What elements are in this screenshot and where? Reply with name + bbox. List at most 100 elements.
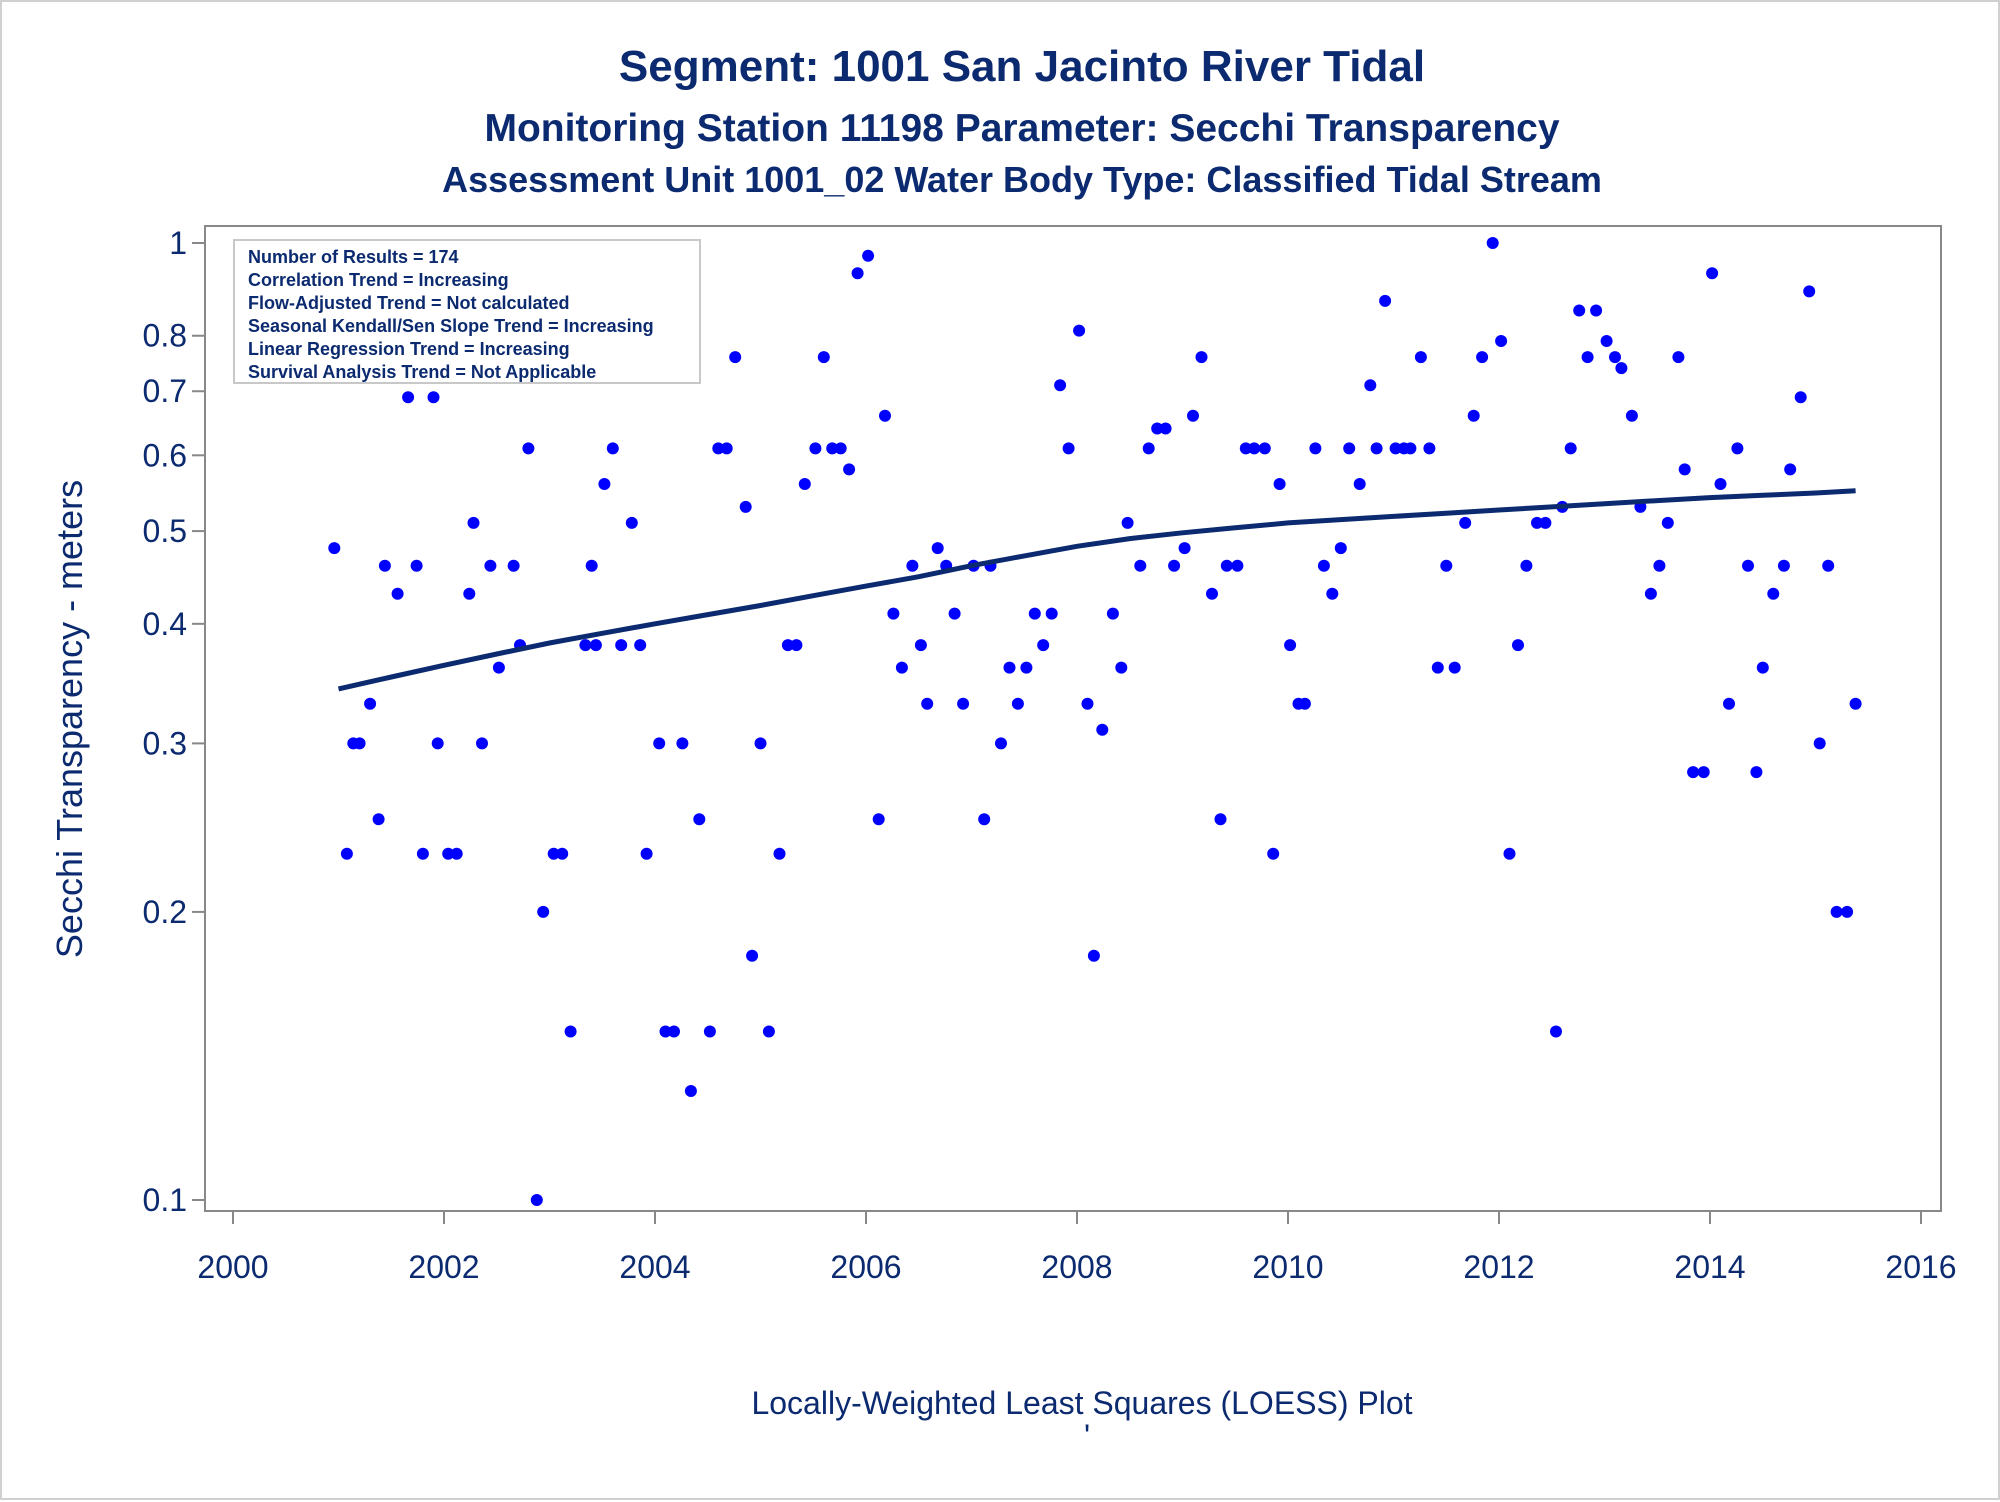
loess-curve xyxy=(337,488,1856,692)
x-tick-label: 2004 xyxy=(619,1249,690,1285)
data-point xyxy=(585,559,598,572)
data-point xyxy=(1037,639,1050,652)
data-point xyxy=(1187,409,1199,422)
data-point xyxy=(1142,442,1155,455)
data-point xyxy=(1045,607,1058,620)
data-point xyxy=(1731,442,1744,455)
data-point xyxy=(826,442,839,455)
data-point xyxy=(328,542,341,555)
data-point xyxy=(1822,559,1835,572)
data-point xyxy=(1503,847,1516,860)
data-point xyxy=(492,661,505,674)
data-point xyxy=(340,847,353,860)
data-point xyxy=(957,697,970,710)
y-tick-label: 0.3 xyxy=(143,725,187,761)
data-point xyxy=(1054,379,1067,392)
data-point xyxy=(790,639,803,652)
data-point xyxy=(1423,442,1436,455)
data-point xyxy=(391,587,404,600)
info-box-line: Number of Results = 174 xyxy=(248,247,459,267)
info-box-line: Correlation Trend = Increasing xyxy=(248,270,509,290)
data-point xyxy=(1267,847,1280,860)
data-point xyxy=(1151,422,1164,435)
data-point xyxy=(1539,516,1552,529)
x-tick-label: 2006 xyxy=(830,1249,901,1285)
data-point xyxy=(1414,351,1427,364)
x-tick-label: 2010 xyxy=(1252,1249,1323,1285)
data-point xyxy=(431,737,444,750)
x-axis-label: Locally-Weighted Least Squares (LOESS) P… xyxy=(751,1385,1412,1421)
y-axis: 0.1 0.2 0.3 0.4 0.5 0.6 0.7 0.8 1 xyxy=(143,225,205,1218)
data-point xyxy=(1273,478,1286,490)
data-point xyxy=(1706,267,1719,280)
data-point xyxy=(507,559,520,572)
info-box xyxy=(233,239,701,384)
data-point xyxy=(410,559,423,572)
data-point xyxy=(589,639,602,652)
data-point xyxy=(1813,737,1826,750)
data-point xyxy=(1370,442,1383,455)
data-point xyxy=(798,478,811,490)
info-box-lines: Number of Results = 174 Correlation Trend… xyxy=(248,247,654,382)
data-point xyxy=(862,249,875,262)
x-axis: 2000 2002 2004 2006 2008 2010 2012 2014 2016 xyxy=(197,1211,1957,1285)
data-point xyxy=(1011,697,1024,710)
data-point xyxy=(1697,766,1710,779)
data-point xyxy=(653,737,666,750)
data-point xyxy=(921,697,934,710)
data-point xyxy=(1379,294,1392,307)
data-point xyxy=(995,737,1007,750)
data-point xyxy=(1087,949,1100,962)
data-point xyxy=(684,1085,697,1097)
data-point xyxy=(467,516,480,529)
x-tick-label: 2000 xyxy=(197,1249,268,1285)
y-tick-label: 0.1 xyxy=(143,1182,187,1218)
data-point xyxy=(762,1025,775,1038)
data-point xyxy=(1231,559,1244,572)
chart-title: Segment: 1001 San Jacinto River Tidal xyxy=(619,42,1425,91)
footnote-mark: ' xyxy=(1084,1418,1090,1454)
data-point xyxy=(1849,697,1862,710)
data-point xyxy=(851,267,864,280)
x-tick-label: 2012 xyxy=(1463,1249,1534,1285)
data-point xyxy=(1794,391,1807,404)
data-point xyxy=(931,542,944,555)
data-point xyxy=(773,847,786,860)
data-point xyxy=(556,847,569,860)
data-point xyxy=(1830,905,1843,918)
data-point xyxy=(1841,905,1854,918)
info-box-line: Linear Regression Trend = Increasing xyxy=(248,339,570,359)
data-point xyxy=(402,391,415,404)
data-point xyxy=(1581,351,1594,364)
y-axis-label: Secchi Transparency - meters xyxy=(49,480,90,958)
data-point xyxy=(781,639,794,652)
data-point xyxy=(1309,442,1322,455)
data-point xyxy=(817,351,830,364)
data-point xyxy=(564,1025,577,1038)
y-tick-label: 0.7 xyxy=(143,373,187,409)
data-point xyxy=(703,1025,716,1038)
x-tick-label: 2002 xyxy=(408,1249,479,1285)
data-point xyxy=(1334,542,1347,555)
y-tick-label: 0.2 xyxy=(143,894,187,930)
data-point xyxy=(1159,422,1172,435)
data-point xyxy=(712,442,725,455)
data-point xyxy=(676,737,689,750)
data-point xyxy=(1750,766,1763,779)
data-point xyxy=(1003,661,1016,674)
data-point xyxy=(906,559,919,572)
data-point xyxy=(442,847,455,860)
data-point xyxy=(1195,351,1208,364)
data-point xyxy=(1644,587,1657,600)
data-point xyxy=(1714,478,1727,490)
data-point xyxy=(606,442,619,455)
data-point xyxy=(537,905,550,918)
data-point xyxy=(693,813,706,826)
data-point xyxy=(754,737,767,750)
data-point xyxy=(887,607,900,620)
data-point xyxy=(1404,442,1417,455)
data-point xyxy=(834,442,847,455)
data-point xyxy=(1590,304,1603,317)
plot-area-border xyxy=(204,225,1942,1212)
